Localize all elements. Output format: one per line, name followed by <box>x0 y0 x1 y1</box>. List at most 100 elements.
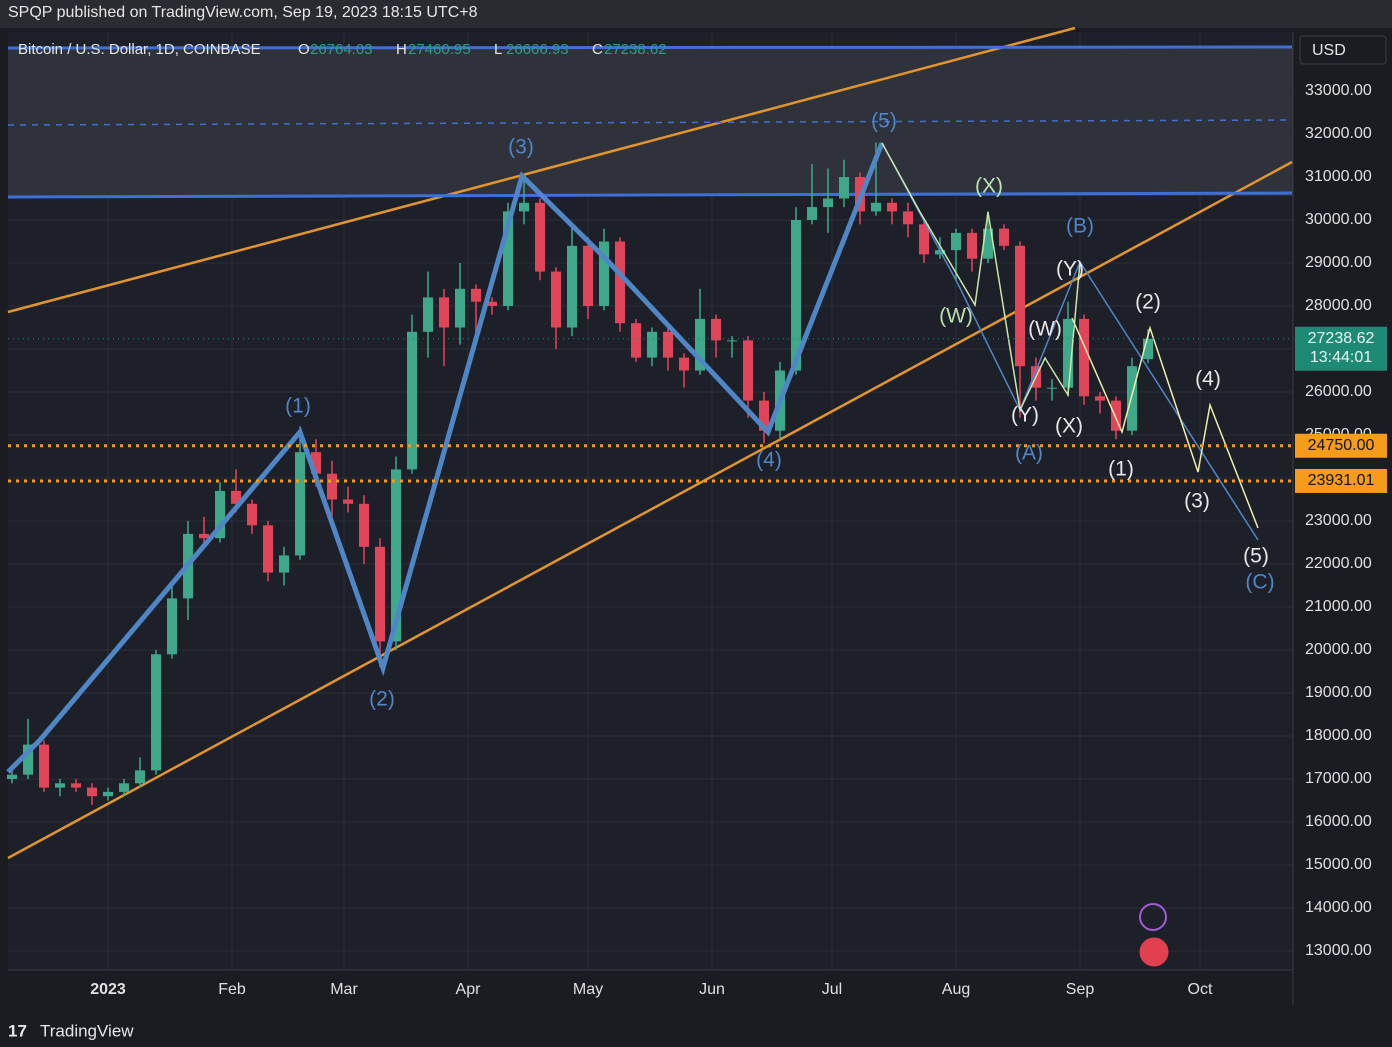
candle-body <box>23 744 33 775</box>
candle-body <box>679 357 689 371</box>
wave-label: (X) <box>975 175 1003 198</box>
channel-top <box>7 26 1076 314</box>
y-tick-label: 21000.00 <box>1305 598 1372 615</box>
wave-label: (X) <box>1055 415 1083 438</box>
candle-body <box>599 241 609 306</box>
resistance <box>7 191 1293 199</box>
wave-label: (3) <box>1184 490 1210 513</box>
wave-label: (2) <box>369 688 395 711</box>
zone <box>8 48 1293 196</box>
wave-label: (2) <box>1135 291 1161 314</box>
candle-body <box>759 400 769 431</box>
x-tick-label: Aug <box>942 981 970 998</box>
y-tick-label: 32000.00 <box>1305 125 1372 142</box>
candle-body <box>631 323 641 358</box>
candle-body <box>423 297 433 332</box>
y-tick-label: 31000.00 <box>1305 168 1372 185</box>
wave-line <box>881 142 1081 413</box>
candle-body <box>311 452 321 474</box>
candle-body <box>967 232 977 259</box>
candle-body <box>135 770 145 784</box>
candle-body <box>215 490 225 539</box>
y-tick-label: 23000.00 <box>1305 512 1372 529</box>
candle-body <box>167 598 177 655</box>
publisher: SPQP published on TradingView.com, Sep 1… <box>8 4 478 21</box>
candle-body <box>1047 387 1057 389</box>
wave-label: (4) <box>756 449 782 472</box>
candle-body <box>439 297 449 328</box>
wave-label: (1) <box>285 395 311 418</box>
last-price-label: 27238.62 <box>1308 330 1375 347</box>
wave-label: (3) <box>508 136 534 159</box>
wave-line <box>6 142 885 774</box>
legend-title: Bitcoin / U.S. Dollar, 1D, COINBASE <box>18 41 261 58</box>
x-tick-label: Jul <box>822 981 842 998</box>
waves <box>6 142 1259 774</box>
candle-body <box>487 301 497 306</box>
resistance <box>7 45 1293 50</box>
candle-body <box>103 791 113 797</box>
candle-body <box>7 774 17 779</box>
candle-body <box>647 331 657 358</box>
candle-body <box>983 228 993 259</box>
header-bar <box>0 0 1392 28</box>
brand: TradingView <box>40 1021 134 1040</box>
mid-line <box>7 119 1293 126</box>
x-tick-label: Apr <box>456 981 482 998</box>
x-tick-label: Jun <box>699 981 725 998</box>
wave-line <box>1071 317 1259 529</box>
y-tick-label: 16000.00 <box>1305 813 1372 830</box>
legend-value: 26666.93 <box>506 41 569 58</box>
candle-body <box>519 202 529 212</box>
currency: USD <box>1312 42 1346 59</box>
wave-label: (W) <box>939 305 973 328</box>
candle-body <box>1111 400 1121 431</box>
candle-body <box>1015 245 1025 367</box>
y-tick-label: 14000.00 <box>1305 899 1372 916</box>
candle-body <box>871 202 881 212</box>
y-tick-label: 20000.00 <box>1305 641 1372 658</box>
y-tick-label: 30000.00 <box>1305 211 1372 228</box>
x-tick-label: Feb <box>218 981 246 998</box>
candle-body <box>551 271 561 328</box>
candle-body <box>935 250 945 255</box>
wave-label: (A) <box>1015 442 1043 465</box>
candle-body <box>199 533 209 539</box>
icon[interactable] <box>1139 903 1167 931</box>
candle-body <box>1095 396 1105 401</box>
candle-body <box>455 288 465 328</box>
candle-body <box>119 783 129 792</box>
y-tick-label: 15000.00 <box>1305 856 1372 873</box>
candle-body <box>375 546 385 642</box>
candle-body <box>615 241 625 324</box>
wave-label: (5) <box>871 110 897 133</box>
brand-logo: 17 <box>8 1021 27 1040</box>
candle-body <box>327 473 337 500</box>
candle-body <box>471 288 481 302</box>
wave-label: (C) <box>1245 571 1274 594</box>
candle-body <box>247 503 257 526</box>
level-label: 24750.00 <box>1308 437 1375 454</box>
candle-body <box>951 232 961 251</box>
candle-body <box>391 469 401 642</box>
y-tick-label: 19000.00 <box>1305 684 1372 701</box>
icon[interactable] <box>1139 937 1169 967</box>
wave-label: (Y) <box>1056 258 1084 281</box>
candle-body <box>71 783 81 788</box>
y-tick-label: 33000.00 <box>1305 82 1372 99</box>
price-axis <box>1293 32 1392 1005</box>
x-tick-label: Sep <box>1066 981 1095 998</box>
candle-body <box>1127 366 1137 431</box>
legend-value: 27238.62 <box>604 41 667 58</box>
countdown: 13:44:01 <box>1310 349 1372 366</box>
candle-body <box>1079 318 1089 397</box>
y-tick-label: 28000.00 <box>1305 297 1372 314</box>
x-tick-label: 2023 <box>90 981 126 998</box>
candle-body <box>1063 318 1073 388</box>
y-tick-label: 13000.00 <box>1305 942 1372 959</box>
x-tick-label: Oct <box>1188 981 1213 998</box>
y-tick-label: 29000.00 <box>1305 254 1372 271</box>
candle-body <box>743 340 753 401</box>
candle-body <box>839 176 849 199</box>
